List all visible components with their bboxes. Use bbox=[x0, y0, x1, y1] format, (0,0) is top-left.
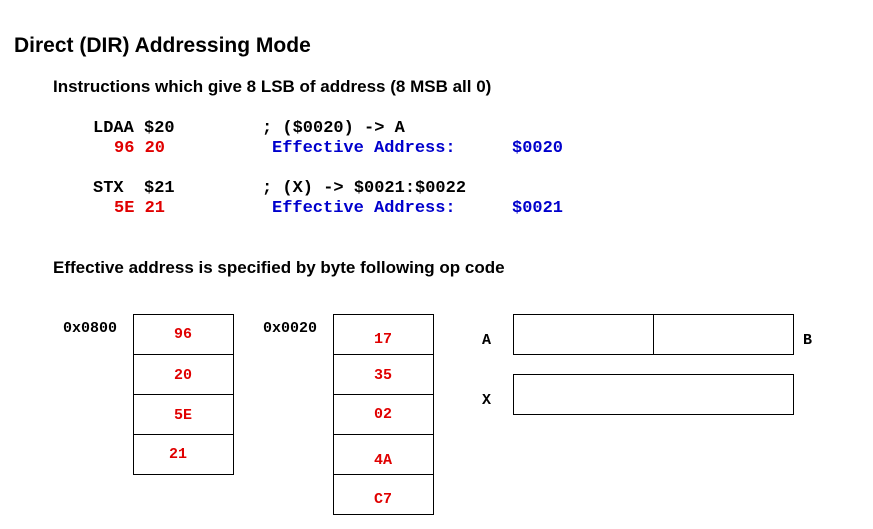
instruction-opcode: 96 20 bbox=[114, 139, 166, 158]
memory-cell: 5E bbox=[133, 394, 234, 435]
effective-address-value: $0020 bbox=[512, 139, 564, 158]
subtitle: Instructions which give 8 LSB of address… bbox=[53, 77, 492, 96]
memory-start-address: 0x0800 bbox=[63, 320, 118, 337]
memory-cell: 17 bbox=[333, 314, 434, 355]
register-x-box bbox=[513, 374, 794, 415]
register-a-box bbox=[513, 314, 654, 355]
page-title: Direct (DIR) Addressing Mode bbox=[14, 34, 311, 57]
register-b-label: B bbox=[803, 332, 813, 349]
memory-start-address: 0x0020 bbox=[263, 320, 318, 337]
memory-cell: 21 bbox=[133, 434, 234, 475]
memory-cell: 02 bbox=[333, 394, 434, 435]
memory-cell: 35 bbox=[333, 354, 434, 395]
instruction-opcode: 5E 21 bbox=[114, 199, 166, 218]
memory-cell: C7 bbox=[333, 474, 434, 515]
instruction-asm: LDAA $20 bbox=[93, 119, 175, 138]
register-b-box bbox=[653, 314, 794, 355]
instruction-comment: ; (X) -> $0021:$0022 bbox=[262, 179, 467, 198]
effective-address-note: Effective address is specified by byte f… bbox=[53, 258, 505, 277]
memory-cell: 20 bbox=[133, 354, 234, 395]
effective-address-label: Effective Address: bbox=[272, 139, 456, 158]
instruction-comment: ; ($0020) -> A bbox=[262, 119, 405, 138]
instruction-asm: STX $21 bbox=[93, 179, 175, 198]
memory-cell: 4A bbox=[333, 434, 434, 475]
register-a-label: A bbox=[482, 332, 492, 349]
effective-address-label: Effective Address: bbox=[272, 199, 456, 218]
memory-cell: 96 bbox=[133, 314, 234, 355]
effective-address-value: $0021 bbox=[512, 199, 564, 218]
register-x-label: X bbox=[482, 392, 492, 409]
